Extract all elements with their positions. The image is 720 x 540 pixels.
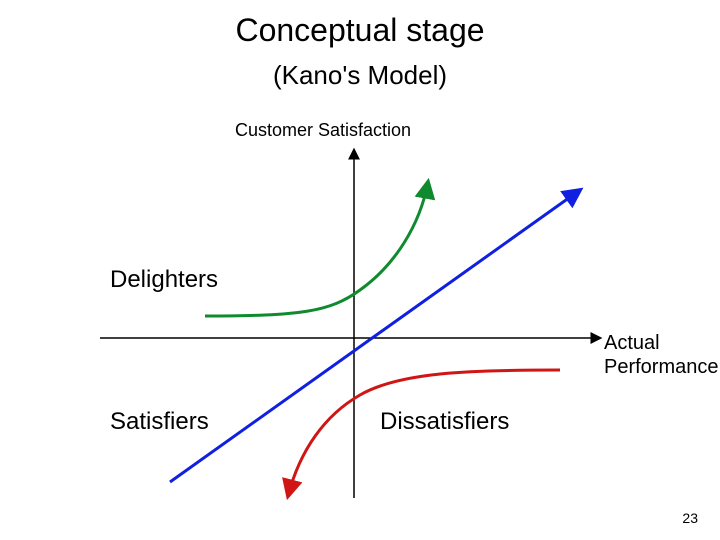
kano-diagram-slide: Conceptual stage (Kano's Model) Customer… <box>0 0 720 540</box>
delighters-curve <box>205 182 428 316</box>
kano-plot <box>0 0 720 540</box>
satisfiers-curve <box>170 190 580 482</box>
dissatisfiers-curve <box>288 370 560 496</box>
